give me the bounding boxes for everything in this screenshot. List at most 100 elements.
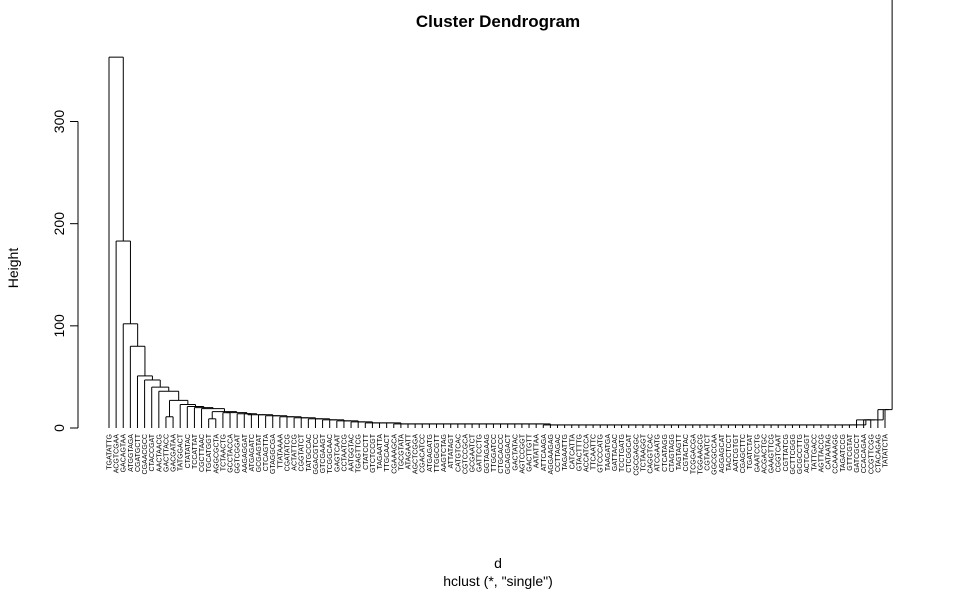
y-axis: 0 100 200 300: [51, 110, 79, 432]
leaf-label: AGCTCGGA: [413, 434, 420, 474]
leaf-label: TTCAATTC: [591, 434, 598, 470]
leaf-label: TGCATGGT: [206, 433, 213, 472]
leaf-label: AATATTAA: [534, 434, 541, 468]
leaf-label: GTCGAAGT: [320, 433, 327, 473]
leaf-label: AGGCGCTA: [213, 434, 220, 474]
leaf-label: TCCTGATG: [619, 434, 626, 472]
leaf-label: TATGGACT: [178, 433, 185, 471]
leaf-label: ACGACTGC: [761, 434, 768, 474]
leaf-label: CAGGTCAC: [648, 434, 655, 474]
leaf-label: TGGAAGCG: [697, 434, 704, 474]
leaf-label: CTGCACCC: [498, 434, 505, 474]
leaf-label: GTTCGTAT: [847, 433, 854, 470]
leaf-label: CCTAATCG: [341, 434, 348, 471]
leaf-label: TAGTAGTT: [676, 433, 683, 470]
leaf-label: CTAGTAGG: [669, 434, 676, 472]
leaf-label: AGTCCGGT: [519, 433, 526, 473]
x-axis-label: d: [494, 555, 502, 571]
leaf-label: CGAACGCC: [142, 434, 149, 474]
leaf-label: GGACGTCC: [313, 434, 320, 474]
leaf-label: GATCGCCT: [854, 433, 861, 472]
leaf-label: ATGGTAGA: [128, 434, 135, 472]
leaf-label: TAGAATTG: [562, 434, 569, 471]
leaf-label: GTAGGCGA: [270, 434, 277, 474]
leaf-label: TAAGATGA: [605, 434, 612, 471]
leaf-label: ATGAGATG: [427, 434, 434, 472]
leaf-label: AACTAACG: [156, 434, 163, 472]
leaf-label: GCAGGACT: [505, 433, 512, 474]
leaf-label: TCTAACTG: [220, 434, 227, 471]
leaf-label: GTACTTTG: [576, 434, 583, 471]
leaf-label: AAGAGGAT: [242, 433, 249, 472]
leaf-label: GTCCCATG: [598, 434, 605, 473]
leaf-label: GATTCCTG: [477, 434, 484, 472]
leaf-label: GAGTCAAT: [334, 433, 341, 472]
leaf-label: CGTACTAC: [683, 434, 690, 471]
leaf-label: CGCGAGGC: [633, 434, 640, 476]
leaf-label: ACGTCGAA: [114, 434, 121, 474]
chart-title: Cluster Dendrogram: [416, 12, 580, 31]
leaf-label: CTATCCTT: [363, 433, 370, 470]
leaf-label: CGATGCTT: [135, 433, 142, 472]
leaf-label: GGTAGAAG: [484, 434, 491, 474]
leaf-label: CGTTATCG: [783, 434, 790, 471]
leaf-label: AATGGTAC: [349, 434, 356, 471]
leaf-label: ATCGAATG: [655, 434, 662, 471]
leaf-label: ATAGAATT: [406, 433, 413, 469]
y-tick-label: 100: [51, 314, 67, 338]
leaf-label: GAATCCTG: [754, 434, 761, 472]
leaf-label: CGCTTAAC: [199, 434, 206, 472]
leaf-label: TAGAATTA: [377, 434, 384, 470]
leaf-label: TTGCAACT: [384, 433, 391, 471]
leaf-label: CGTAATCT: [705, 433, 712, 470]
leaf-label: CCGTTCGG: [868, 434, 875, 474]
leaf-label: GCGAATCT: [470, 433, 477, 472]
leaf-label: CGACATCC: [420, 434, 427, 473]
leaf-label: TCTAAGGT: [640, 433, 647, 471]
leaf-label: TGCGTATA: [398, 434, 405, 471]
leaf-label: TTGGCGTT: [434, 433, 441, 472]
leaf-label: GACTTACC: [163, 434, 170, 472]
y-axis-label: Height: [5, 248, 21, 289]
leaf-label: CATAATAG: [826, 434, 833, 470]
leaf-label: GACTTGTT: [527, 433, 534, 471]
leaf-label: GCCTACCA: [228, 434, 235, 473]
leaf-label: CATGTCAC: [455, 434, 462, 472]
leaf-label: ATGAGATC: [249, 434, 256, 471]
leaf-label: CGAAAGCA: [391, 434, 398, 474]
leaf-label: CTATATAC: [185, 434, 192, 468]
leaf-label: GTCTCCGT: [370, 433, 377, 473]
leaf-label: CATCATTA: [569, 434, 576, 470]
leaf-label: GCGCCTTG: [797, 434, 804, 474]
leaf-label: CTCGGCAT: [626, 433, 633, 472]
leaf-label: ATTATAGT: [448, 433, 455, 468]
leaf-label: CGAGCTTC: [740, 434, 747, 473]
leaf-label: TTGGATCC: [491, 434, 498, 472]
leaf-label: AGGAGCAT: [719, 433, 726, 473]
leaf-label: TCGGCAAC: [327, 434, 334, 474]
leaf-label: ATTCAAGA: [541, 434, 548, 472]
leaf-label: GACAGTAA: [121, 434, 128, 473]
leaf-label: CTACCGAT: [149, 433, 156, 471]
y-tick-label: 0: [51, 424, 67, 432]
leaf-label: GGTCGGAT: [235, 433, 242, 473]
leaf-label: TTATAAAA: [277, 434, 284, 469]
leaf-label: TATATCTA: [883, 434, 890, 468]
leaf-label: GCGAGTAT: [256, 433, 263, 472]
leaf-label: GATTACAC: [612, 434, 619, 471]
leaf-label: ACTATTCG: [292, 434, 299, 471]
leaf-label: CGGTATCT: [299, 433, 306, 471]
leaf-label: TGATCTAT: [747, 433, 754, 469]
leaf-label: GCTTCGGG: [790, 434, 797, 474]
leaf-label: TGATATTG: [107, 434, 114, 470]
leaf-label: TACCTCCT: [726, 433, 733, 471]
leaf-label: AAGTCTAG: [441, 434, 448, 472]
leaf-label: TCCATTAT: [192, 433, 199, 469]
subtitle: hclust (*, "single"): [443, 573, 553, 589]
leaf-label: ACTCAGGT: [804, 433, 811, 473]
leaf-label: CCTTAGAC: [555, 434, 562, 472]
dendrogram-tree: [108, 0, 893, 428]
leaf-label: TCGGACGA: [690, 434, 697, 474]
leaf-label: GAAGTTCG: [769, 434, 776, 473]
leaf-label: CTCAGTTA: [263, 434, 270, 472]
